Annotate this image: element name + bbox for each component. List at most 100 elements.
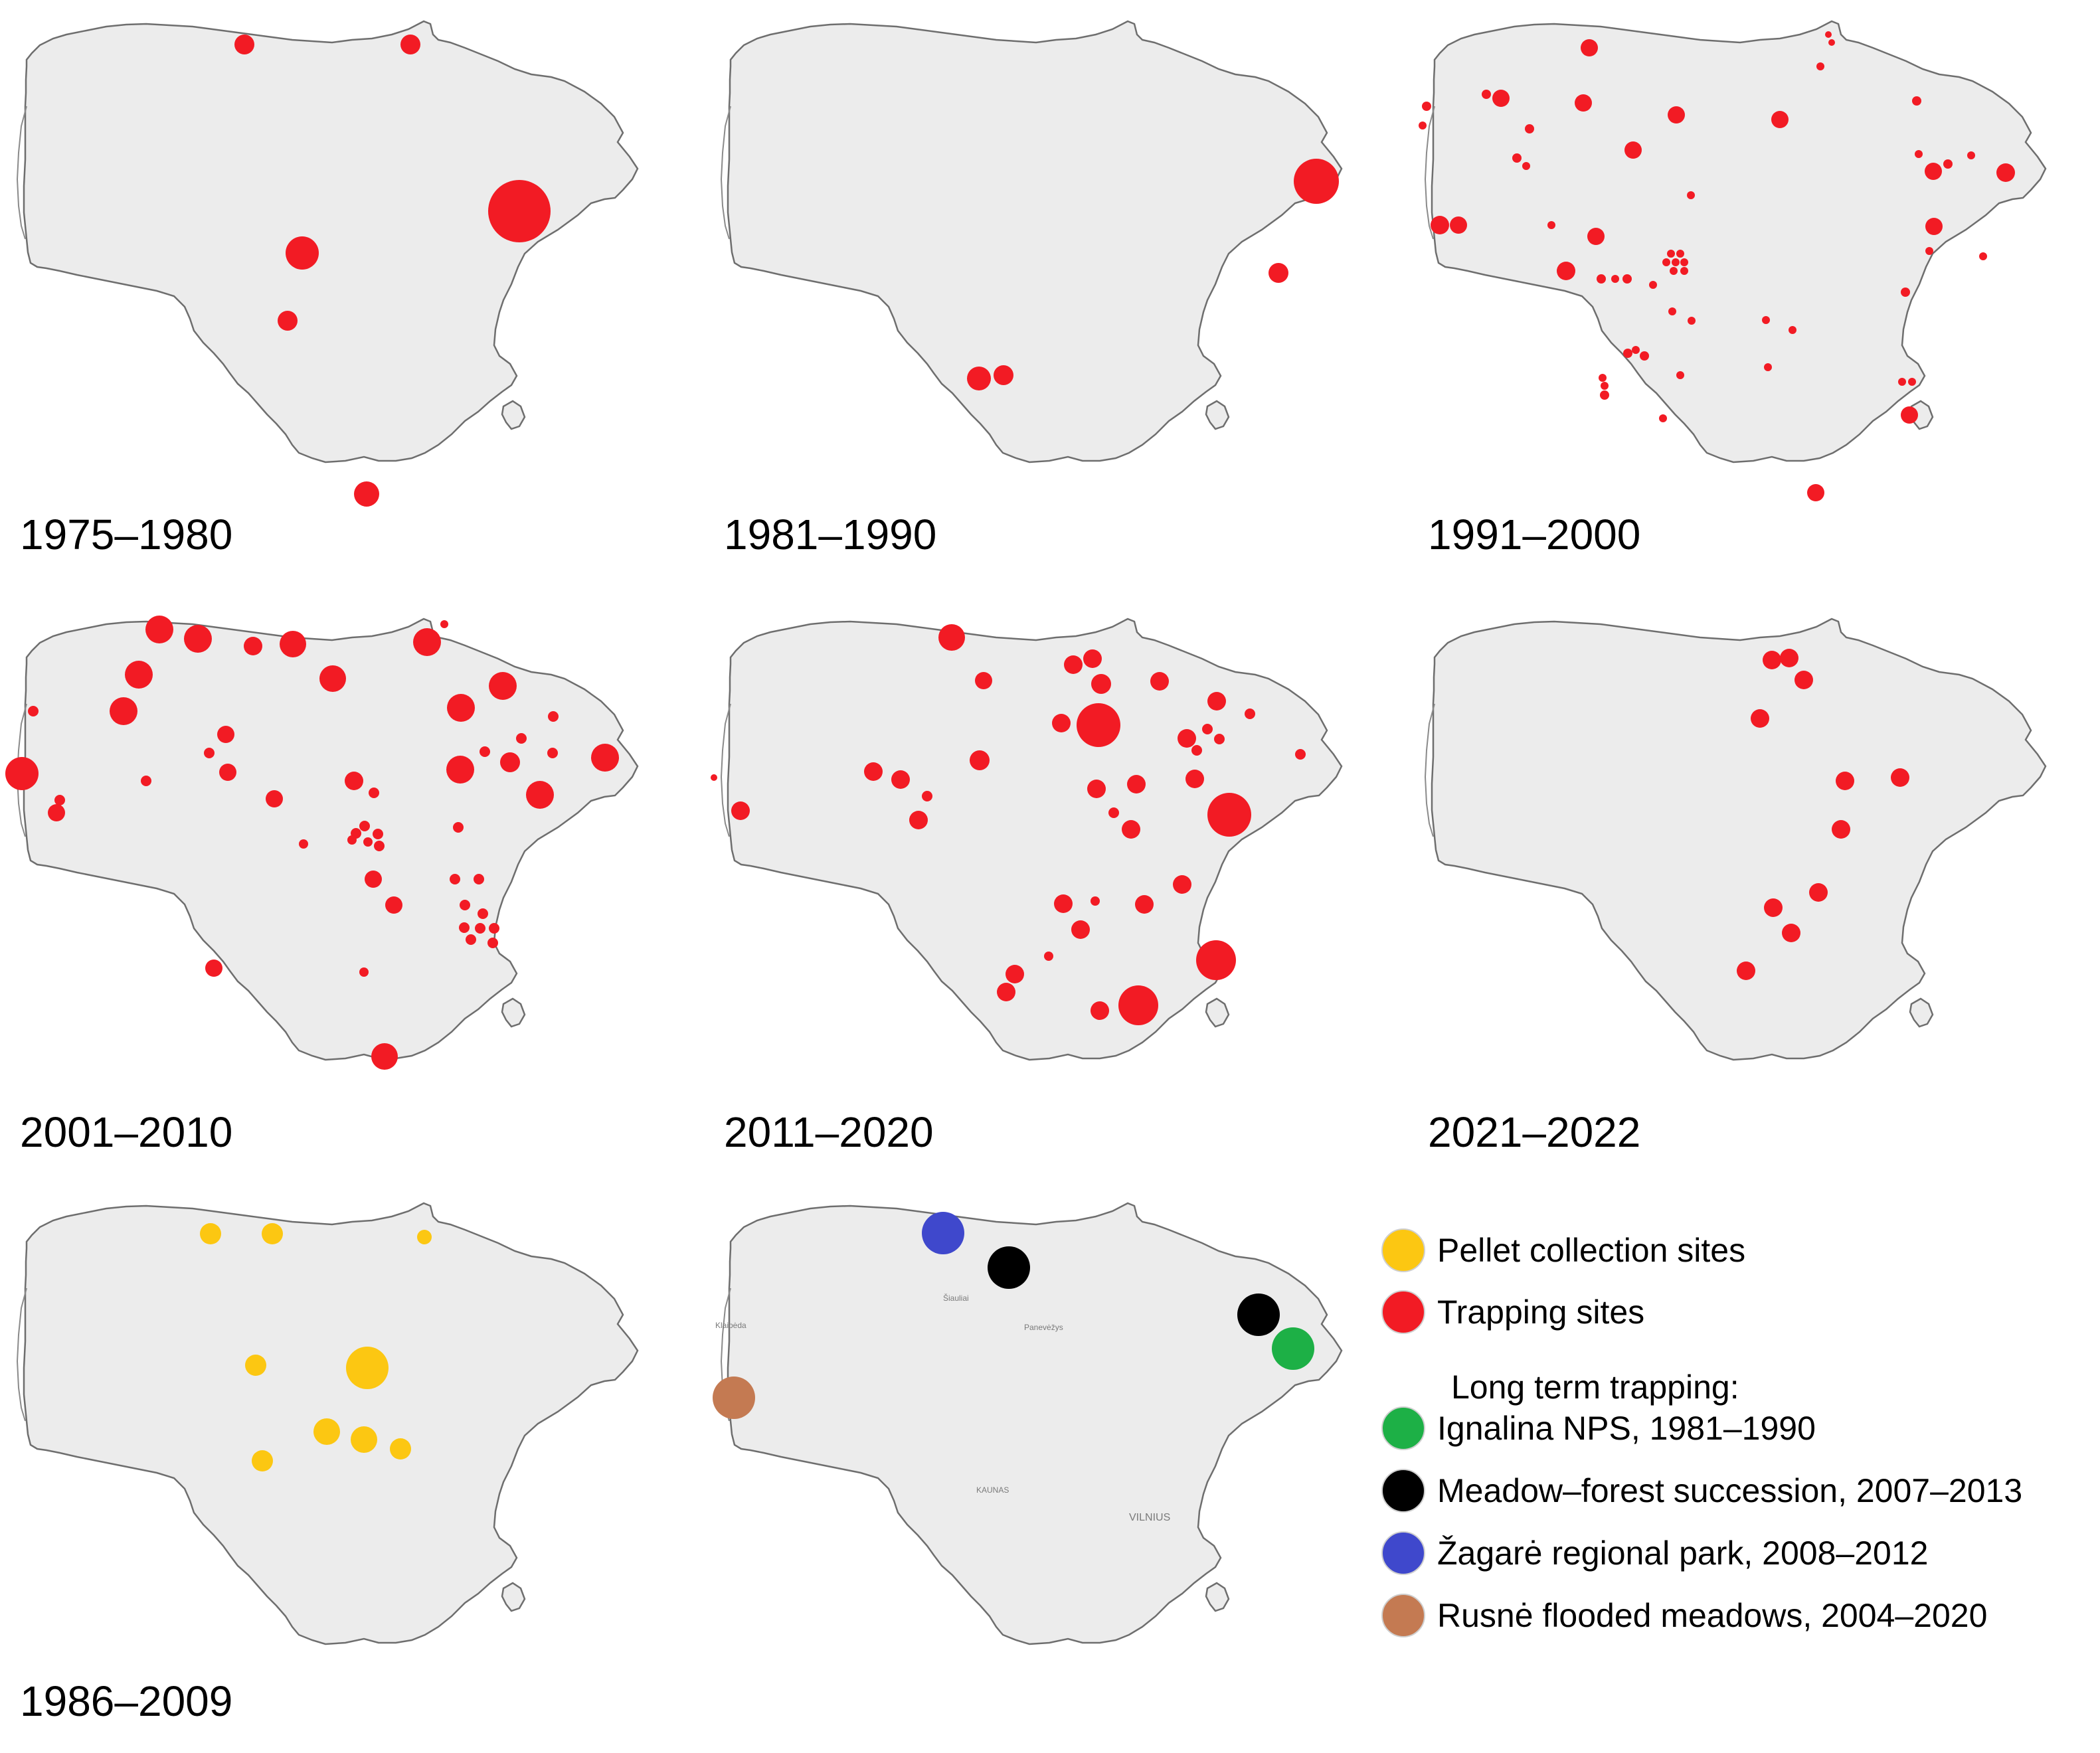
trapping-site-marker — [1640, 351, 1649, 361]
trapping-site-marker — [975, 672, 992, 689]
trapping-site-marker — [1091, 1001, 1109, 1020]
zagare-site-marker — [922, 1212, 964, 1254]
trapping-site-marker — [1915, 150, 1923, 158]
trapping-site-marker — [1118, 985, 1158, 1025]
ignalina-marker-icon — [1381, 1406, 1425, 1450]
city-label: VILNIUS — [1129, 1512, 1170, 1523]
country-outline — [720, 618, 1343, 1061]
trapping-site-marker — [1122, 820, 1140, 839]
trapping-site-marker — [1688, 317, 1696, 325]
trapping-site-marker — [385, 896, 402, 914]
trapping-site-marker — [1672, 258, 1680, 266]
trapping-site-marker — [141, 776, 151, 786]
period-label: 1986–2009 — [20, 1677, 233, 1725]
city-label: Šiauliai — [943, 1293, 969, 1303]
map-panel-1991-2000: 1991–2000 — [1408, 0, 2100, 571]
trapping-site-marker — [450, 874, 460, 884]
trapping-site-marker — [731, 801, 750, 820]
trapping-site-marker — [1450, 216, 1467, 234]
period-label: 2001–2010 — [20, 1108, 233, 1156]
trapping-site-marker — [1979, 252, 1987, 260]
map-panel-1986-2009: 1986–2009 — [0, 1182, 704, 1726]
map-panel-2001-2010: 2001–2010 — [0, 598, 704, 1169]
trapping-site-marker — [967, 367, 991, 390]
trapping-site-marker — [354, 481, 379, 507]
trapping-site-marker — [500, 752, 520, 772]
trapping-site-marker — [1680, 258, 1688, 266]
country-enclave — [501, 400, 526, 430]
ignalina-site-marker — [1272, 1327, 1314, 1370]
trapping-site-marker — [548, 711, 559, 722]
coastline — [1424, 106, 1435, 240]
period-label: 1975–1980 — [20, 511, 233, 558]
trapping-site-marker — [487, 938, 498, 948]
trapping-site-marker — [1764, 363, 1772, 371]
trapping-site-marker — [864, 762, 883, 781]
trapping-site-marker — [1737, 961, 1755, 980]
trapping-site-marker — [1809, 883, 1828, 902]
trapping-site-marker — [371, 1043, 398, 1070]
pellet-site-marker — [245, 1355, 266, 1376]
trapping-site-marker — [1601, 382, 1609, 390]
trapping-site-marker — [1587, 228, 1605, 245]
meadow-forest-site-marker — [1237, 1294, 1280, 1336]
map-2021-2022 — [1424, 618, 2047, 1061]
trapping-site-marker — [1794, 671, 1813, 689]
trapping-site-marker — [280, 631, 306, 657]
trapping-site-marker — [1108, 807, 1119, 818]
trapping-site-marker — [1676, 371, 1684, 379]
trapping-site-marker — [489, 672, 517, 700]
trapping-site-marker — [1898, 378, 1906, 386]
trapping-site-marker — [1925, 218, 1943, 235]
trapping-site-marker — [1269, 263, 1288, 283]
trapping-site-marker — [244, 637, 262, 655]
pellet-site-marker — [417, 1230, 432, 1244]
trapping-site-marker — [1294, 159, 1339, 204]
trapping-site-marker — [1083, 649, 1102, 668]
country-outline — [720, 20, 1343, 463]
period-label: 2011–2020 — [724, 1108, 934, 1156]
map-panel-reference: Šiauliai Panevėžys Klaipėda KAUNAS VILNIUS — [704, 1182, 1408, 1726]
trapping-site-marker — [359, 821, 370, 831]
country-land — [727, 1202, 1343, 1645]
trapping-site-marker — [286, 236, 319, 270]
trapping-site-marker — [184, 625, 212, 653]
pellet-site-marker — [200, 1223, 221, 1244]
country-enclave — [1205, 1582, 1230, 1612]
legend-label: Ignalina NPS, 1981–1990 — [1437, 1410, 1816, 1447]
trapping-site-marker — [1668, 307, 1676, 315]
trapping-site-marker — [997, 983, 1015, 1001]
legend-item-meadow-forest: Meadow–forest succession, 2007–2013 — [1381, 1469, 2022, 1513]
trapping-site-marker — [1668, 106, 1685, 124]
country-land — [1431, 618, 2047, 1061]
city-label: Klaipėda — [715, 1321, 746, 1330]
trapping-site-marker — [1789, 326, 1796, 334]
trapping-site-marker — [1623, 349, 1632, 358]
trapping-site-marker — [891, 770, 910, 789]
trapping-site-marker — [460, 900, 470, 910]
trapping-site-marker — [1087, 780, 1106, 798]
trapping-site-marker — [217, 726, 234, 743]
trapping-site-marker — [1680, 267, 1688, 275]
country-land — [727, 20, 1343, 463]
period-label: 1981–1990 — [724, 511, 937, 558]
country-enclave — [1205, 400, 1230, 430]
trapping-site-marker — [1512, 153, 1522, 163]
trapping-site-marker — [1431, 216, 1449, 234]
pellet-site-marker — [262, 1223, 283, 1244]
pellet-site-marker — [313, 1418, 340, 1445]
meadow-forest-site-marker — [988, 1246, 1030, 1289]
map-reference: Šiauliai Panevėžys Klaipėda KAUNAS VILNIUS — [713, 1202, 1343, 1645]
trapping-site-marker — [1771, 111, 1789, 128]
trapping-site-marker — [1557, 262, 1575, 280]
country-enclave — [501, 997, 526, 1028]
legend-label: Pellet collection sites — [1437, 1232, 1746, 1269]
country-outline — [720, 1202, 1343, 1645]
trapping-site-marker — [1807, 484, 1824, 501]
trapping-site-marker — [1191, 745, 1202, 756]
trapping-site-marker — [547, 748, 558, 758]
map-panel-1981-1990: 1981–1990 — [704, 0, 1408, 571]
trapping-site-marker — [1825, 31, 1832, 38]
trapping-site-marker — [1600, 390, 1609, 400]
trapping-site-marker — [369, 788, 379, 798]
